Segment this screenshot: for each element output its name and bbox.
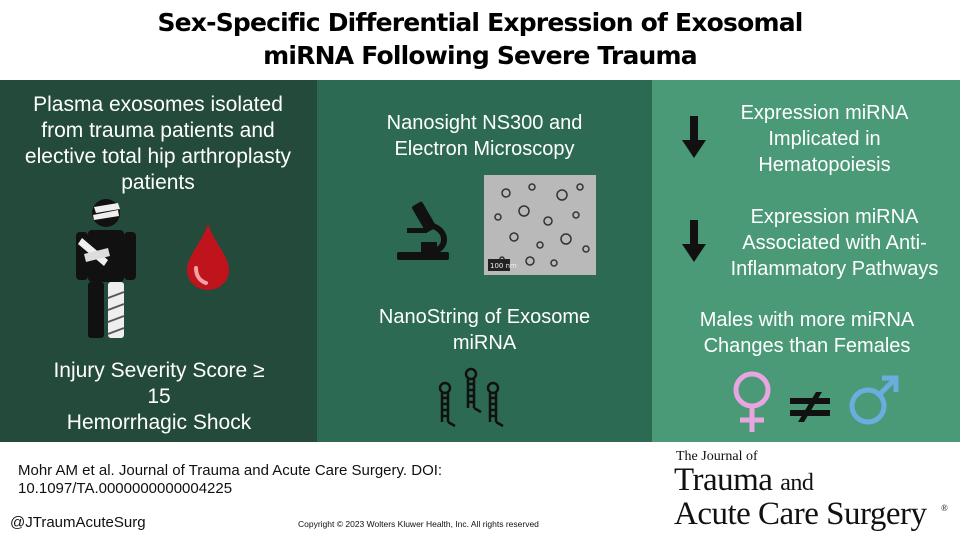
journal-logo-line-1: Trauma and xyxy=(674,462,814,501)
electron-micrograph: 100 nm xyxy=(484,175,596,275)
micrograph-scale-label: 100 nm xyxy=(490,262,517,270)
down-arrow-icon xyxy=(682,116,706,158)
text-line: Expression miRNA xyxy=(740,102,909,124)
text-line: Nanosight NS300 and xyxy=(386,112,583,134)
mirna-hairpin-icon xyxy=(438,367,504,428)
panel-results: Expression miRNA Implicated in Hematopoi… xyxy=(652,80,960,442)
citation-line: Mohr AM et al. Journal of Trauma and Acu… xyxy=(18,462,443,479)
text-line: Electron Microscopy xyxy=(394,138,575,160)
population-description: Plasma exosomes isolated from trauma pat… xyxy=(8,92,308,196)
methods-nanostring: NanoString of Exosome miRNA xyxy=(327,304,642,356)
text-line: Injury Severity Score ≥ xyxy=(53,359,265,382)
text-line: Hematopoiesis xyxy=(758,154,891,176)
text-line: Males with more miRNA xyxy=(699,309,915,331)
methods-imaging: Nanosight NS300 and Electron Microscopy xyxy=(327,110,642,162)
twitter-handle[interactable]: @JTraumAcuteSurg xyxy=(10,514,146,531)
blood-drop-icon xyxy=(187,224,229,290)
title-line-2: miRNA Following Severe Trauma xyxy=(263,41,697,70)
result-anti-inflammatory: Expression miRNA Associated with Anti- I… xyxy=(712,204,957,282)
text-line: from trauma patients and xyxy=(41,119,275,142)
journal-logo-small: The Journal of xyxy=(676,449,758,464)
text-line: Hemorrhagic Shock xyxy=(66,411,252,434)
infographic-title: Sex-Specific Differential Expression of … xyxy=(0,6,960,72)
copyright-notice: Copyright © 2023 Wolters Kluwer Health, … xyxy=(298,519,539,529)
citation: Mohr AM et al. Journal of Trauma and Acu… xyxy=(18,462,488,498)
text-line: Changes than Females xyxy=(703,335,911,357)
text-line: Implicated in xyxy=(768,128,881,150)
journal-logo-line-2: Acute Care Surgery xyxy=(674,496,927,532)
text-line: Plasma exosomes isolated xyxy=(33,93,283,116)
text-line: 15 xyxy=(147,385,171,408)
text-line: miRNA xyxy=(452,332,517,354)
severity-criteria: Injury Severity Score ≥ 15 Hemorrhagic S… xyxy=(20,358,298,436)
text-line: Inflammatory Pathways xyxy=(730,258,939,280)
not-equal-icon xyxy=(790,392,830,422)
injured-patient-icon xyxy=(76,199,136,338)
panel-study-population: Plasma exosomes isolated from trauma pat… xyxy=(0,80,317,442)
text-line: NanoString of Exosome xyxy=(378,306,591,328)
citation-doi[interactable]: 10.1097/TA.0000000000004225 xyxy=(18,480,233,497)
text-line: elective total hip arthroplasty xyxy=(24,145,292,168)
down-arrow-icon xyxy=(682,220,706,262)
panel-methods: Nanosight NS300 and Electron Microscopy … xyxy=(317,80,652,442)
male-symbol-icon xyxy=(849,375,899,425)
text-line: Expression miRNA xyxy=(750,206,919,228)
female-symbol-icon xyxy=(733,371,771,432)
journal-word-and: and xyxy=(780,470,814,496)
title-line-1: Sex-Specific Differential Expression of … xyxy=(157,8,803,37)
text-line: Associated with Anti- xyxy=(742,232,927,254)
text-line: patients xyxy=(121,171,195,194)
result-sex-difference: Males with more miRNA Changes than Femal… xyxy=(662,307,952,359)
result-hematopoiesis: Expression miRNA Implicated in Hematopoi… xyxy=(702,100,947,178)
journal-word-trauma: Trauma xyxy=(674,462,773,498)
microscope-icon xyxy=(397,201,449,260)
registered-mark: ® xyxy=(941,503,948,513)
